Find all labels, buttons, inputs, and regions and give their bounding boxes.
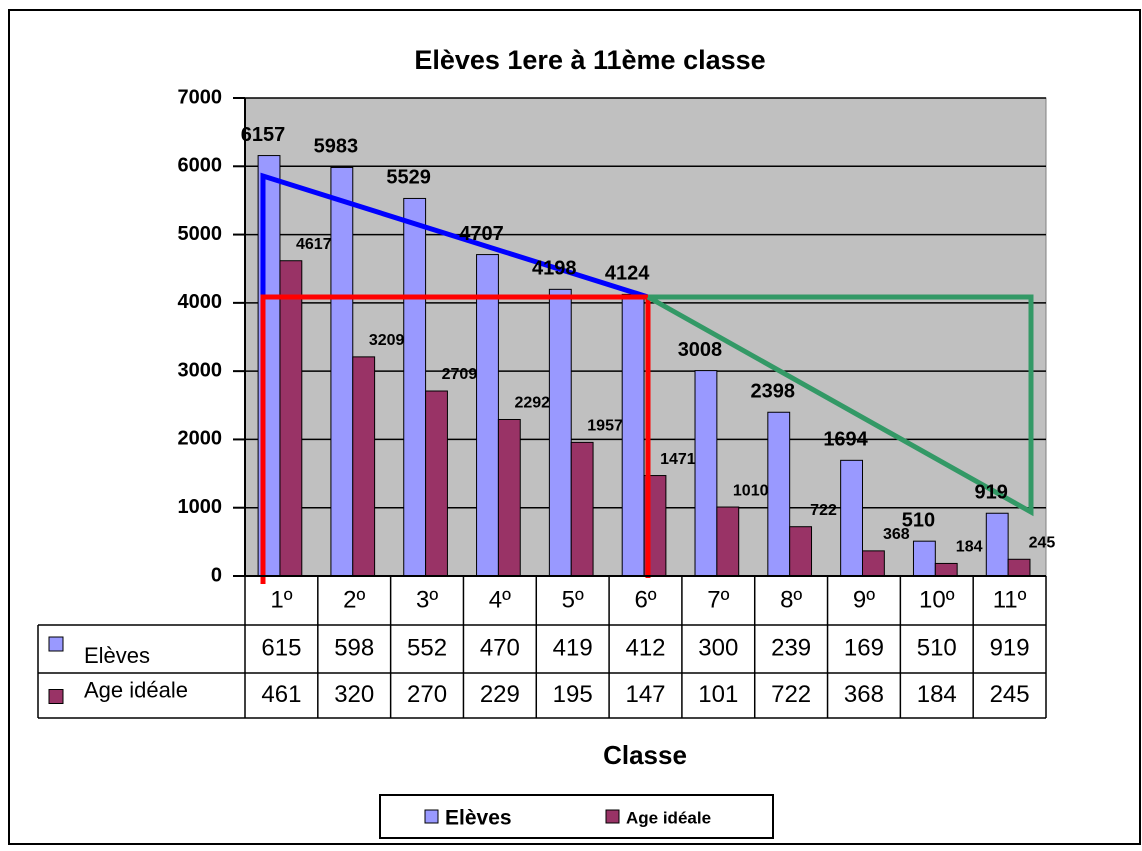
data-label: 368 [883,526,910,543]
table-cell: 461 [261,681,301,708]
table-cell: 229 [480,681,520,708]
bar [985,512,1009,577]
table-cell: 101 [698,681,738,708]
table-legend-key [48,636,64,652]
x-tick-label: 2º [343,586,365,613]
data-label: 4198 [532,258,577,280]
bar [548,288,572,577]
bar [330,166,354,577]
data-label: 4124 [605,263,650,285]
x-tick-label: 3º [416,586,438,613]
bar [279,260,303,577]
data-label: 3209 [369,332,405,349]
x-tick-label: 9º [853,586,875,613]
data-label: 3008 [678,339,723,361]
data-label: 245 [1029,534,1056,551]
y-tick-label: 3000 [178,359,223,381]
data-label: 510 [902,509,935,531]
x-tick-label: 1º [270,586,292,613]
table-cell: 245 [990,681,1030,708]
bar [789,526,813,577]
table-series-name: Age idéale [84,677,188,702]
x-axis-title: Classe [603,740,687,770]
table-cell: 552 [407,634,447,661]
data-label: 2398 [751,381,796,403]
bar [912,540,936,577]
x-tick-label: 8º [780,586,802,613]
table-cell: 147 [625,681,665,708]
legend-key [605,809,620,824]
data-label: 4617 [296,236,332,253]
table-cell: 368 [844,681,884,708]
table-cell: 320 [334,681,374,708]
x-tick-label: 10º [919,586,955,613]
table-cell: 470 [480,634,520,661]
data-label: 5529 [386,167,431,189]
bar [352,356,376,577]
green-line [646,294,1034,517]
bar [694,370,718,577]
legend [379,794,774,839]
y-tick-label: 5000 [178,223,223,245]
table-cell: 615 [261,634,301,661]
data-label: 184 [956,539,983,556]
data-label: 722 [810,502,837,519]
table-cell: 510 [917,634,957,661]
data-label: 2709 [442,366,478,383]
table-cell: 419 [553,634,593,661]
bar [767,411,791,577]
bar [403,197,427,577]
red-line [260,294,651,584]
bar [497,418,521,577]
data-label: 919 [975,482,1008,504]
table-cell: 239 [771,634,811,661]
legend-label: Age idéale [626,808,711,827]
data-label: 1010 [733,482,769,499]
data-label: 6157 [241,124,286,146]
data-label: 1957 [587,418,623,435]
table-cell: 722 [771,681,811,708]
x-tick-label: 6º [634,586,656,613]
table-cell: 598 [334,634,374,661]
x-tick-label: 4º [489,586,511,613]
bar [934,562,958,577]
table-cell: 300 [698,634,738,661]
bar [425,390,448,577]
x-tick-label: 5º [562,586,584,613]
y-tick-label: 7000 [178,86,223,108]
y-tick-label: 2000 [178,428,223,450]
legend-key [424,809,439,824]
bar [716,506,740,577]
table-legend-key [48,689,64,704]
bar [1007,558,1031,577]
table-cell: 270 [407,681,447,708]
chart-title: Elèves 1ere à 11ème classe [414,45,765,75]
data-label: 1471 [660,451,696,468]
legend-label: Elèves [445,807,512,830]
bar [570,441,594,577]
bar [621,293,645,577]
y-tick-label: 4000 [178,291,223,313]
data-label: 2292 [514,395,550,412]
table-cell: 919 [990,634,1030,661]
y-tick-label: 1000 [178,496,223,518]
data-label: 4707 [459,223,504,245]
table-cell: 184 [917,681,957,708]
table-cell: 195 [553,681,593,708]
x-tick-label: 11º [993,586,1027,613]
bar [861,550,885,577]
overlay-lines [260,172,1034,584]
table-cell: 169 [844,634,884,661]
y-tick-label: 6000 [178,155,223,177]
table-series-name: Elèves [84,643,150,668]
table-cell: 412 [625,634,665,661]
data-label: 1694 [823,429,868,451]
x-tick-label: 7º [707,586,729,613]
y-tick-label: 0 [211,564,222,586]
bar [476,254,499,577]
data-label: 5983 [314,136,359,158]
bar [840,459,863,577]
